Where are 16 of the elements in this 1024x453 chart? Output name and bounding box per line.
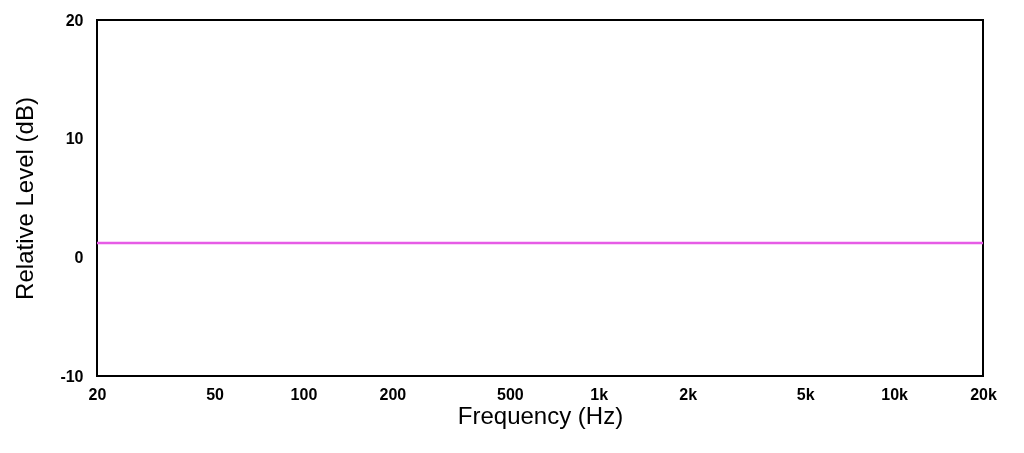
y-tick-label: 20	[65, 11, 84, 29]
x-tick-label: 500	[497, 385, 524, 403]
x-axis-title: Frequency (Hz)	[457, 401, 624, 429]
y-axis-title: Relative Level (dB)	[11, 97, 39, 300]
y-tick-label: -10	[60, 367, 84, 385]
x-tick-label: 20	[88, 385, 107, 403]
x-tick-label: 2k	[679, 385, 698, 403]
x-tick-label: 50	[206, 385, 225, 403]
x-tick-label: 200	[379, 385, 407, 403]
x-tick-label: 100	[290, 385, 318, 403]
x-tick-label: 20k	[970, 385, 997, 403]
x-tick-label: 5k	[796, 385, 815, 403]
x-tick-label: 1k	[590, 385, 609, 403]
y-tick-label: 10	[65, 130, 84, 148]
x-tick-label: 10k	[881, 385, 909, 403]
y-tick-label: 0	[74, 248, 84, 266]
